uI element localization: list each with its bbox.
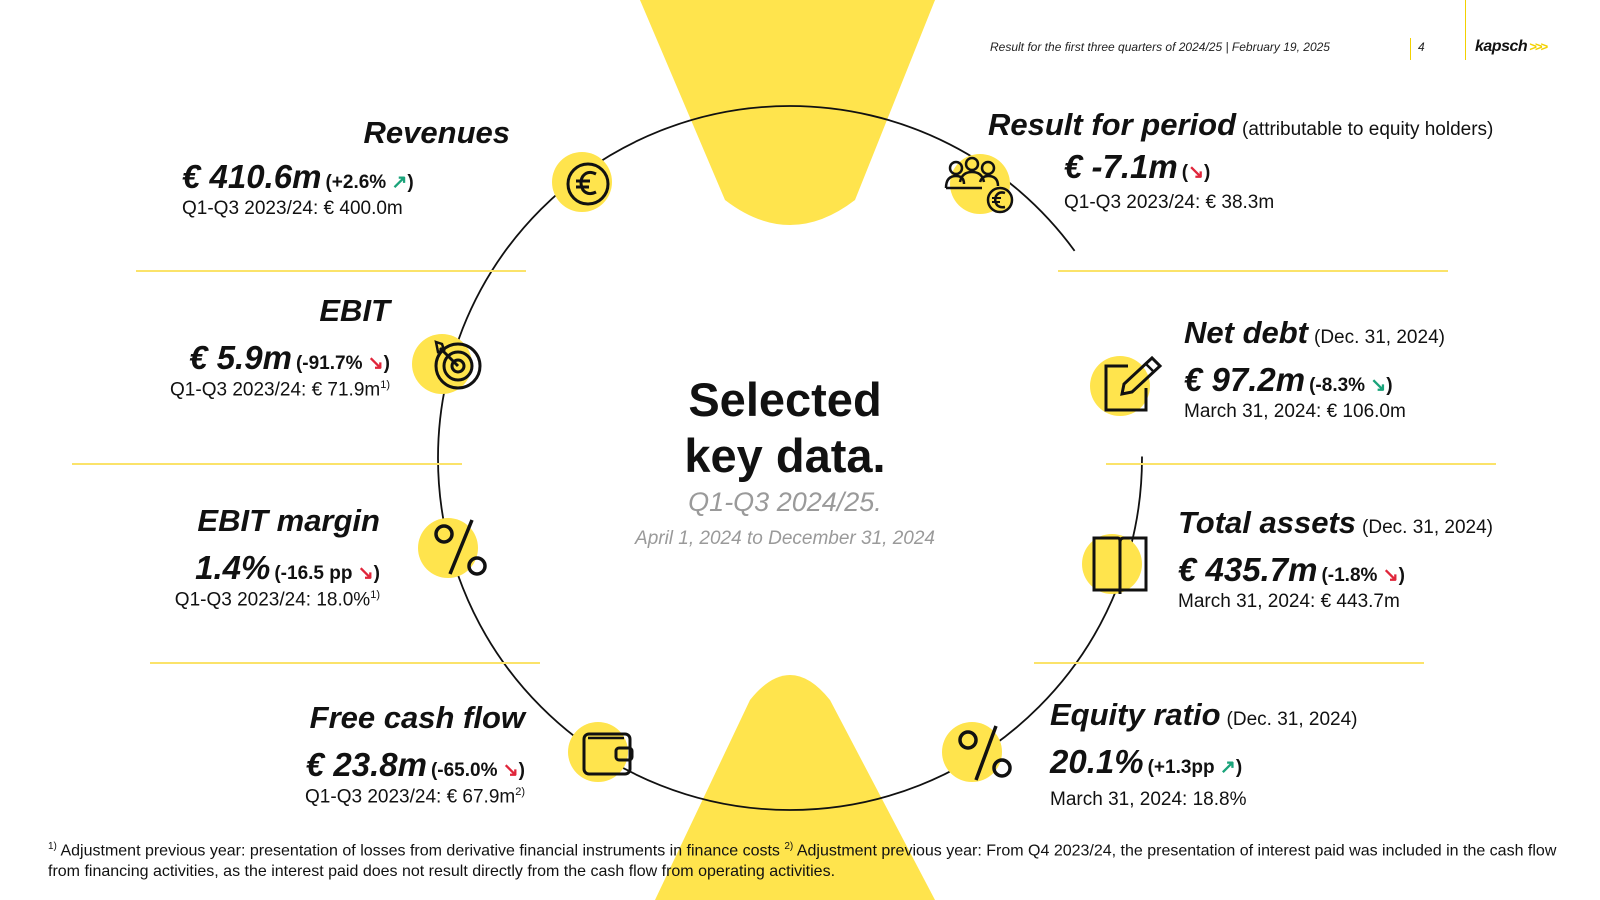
arrow-down-icon: ↘ [367,353,384,374]
kpi-title: Free cash flow [309,700,525,735]
kpi-title-note: (Dec. 31, 2024) [1226,709,1358,730]
percent-icon [418,518,487,578]
arrow-down-icon: ↘ [1370,375,1387,396]
kpi-ebit: EBIT € 5.9m (-91.7% ↘) Q1-Q3 2023/24: € 7… [100,293,390,401]
edit-icon [1090,355,1163,416]
footnote-ref: 1) [48,841,57,852]
kpi-title: EBIT [319,293,390,328]
kpi-equity-ratio: Equity ratio (Dec. 31, 2024) 20.1% (+1.3pp… [1050,697,1358,810]
header-divider [1410,38,1411,60]
period-label: Q1-Q3 2024/25. [688,487,882,517]
header-text: Result for the first three quarters of 2… [990,40,1330,54]
kpi-free-cash-flow: Free cash flow € 23.8m (-65.0% ↘) Q1-Q3 2… [200,700,525,808]
logo-divider [1465,0,1466,60]
footnote-ref: 1) [380,379,390,391]
kpi-title-note: (attributable to equity holders) [1242,119,1494,140]
separator-left-2 [72,463,462,465]
arrow-down-icon: ↘ [1188,162,1204,183]
arrow-down-icon: ↘ [357,563,374,584]
kpi-value: € -7.1m [1064,148,1178,185]
kpi-title-note: (Dec. 31, 2024) [1314,327,1445,348]
kpi-title: Equity ratio [1050,697,1221,732]
kpi-comparison: Q1-Q3 2023/24: € 71.9m [170,379,381,401]
logo-arrows: >>> [1529,39,1548,54]
kpi-title: Revenues [363,115,510,150]
separator-left-1 [136,270,526,272]
footnote-ref: 2) [784,841,794,852]
kpi-comparison: March 31, 2024: € 443.7m [1178,591,1400,612]
kpi-value: € 435.7m [1178,551,1318,588]
arrow-up-icon: ↗ [391,172,408,193]
kpi-result-period: € -7.1m (↘) Q1-Q3 2023/24: € 38.3m [1064,148,1275,213]
arrow-up-icon: ↗ [1219,757,1236,778]
kpi-net-debt: Net debt (Dec. 31, 2024) € 97.2m (-8.3% ↘)… [1184,315,1445,422]
euro-coin-icon [552,152,612,212]
kpi-result-period-title: Result for period (attributable to equity… [988,107,1493,143]
arrow-down-icon: ↘ [1382,565,1399,586]
kpi-revenues: Revenues [160,115,510,151]
key-data-circle [437,105,1143,811]
kpi-comparison: Q1-Q3 2023/24: € 38.3m [1064,192,1275,213]
separator-right-1 [1058,270,1448,272]
kpi-value: € 410.6m [182,158,322,195]
yellow-v-shape-bottom [655,675,935,900]
separator-right-3 [1034,662,1424,664]
slide-title: Selected key data. [684,373,886,482]
kpi-ebit-margin: EBIT margin 1.4% (-16.5 pp ↘) Q1-Q3 2023/… [90,503,380,611]
kpi-value: 20.1% [1050,743,1144,780]
people-euro-icon [944,154,1014,214]
separator-left-3 [150,662,540,664]
kpi-title: EBIT margin [197,503,380,538]
yellow-v-fill [640,0,935,225]
kpi-title-note: (Dec. 31, 2024) [1362,517,1494,538]
kapsch-logo: kapsch >>> [1475,38,1548,55]
page-number: 4 [1418,40,1425,54]
kpi-revenues-values: € 410.6m (+2.6% ↗) Q1-Q3 2023/24: € 400.0… [182,158,414,219]
footnotes: 1) Adjustment previous year: presentatio… [48,836,1558,882]
kpi-comparison: Q1-Q3 2023/24: € 67.9m [305,786,516,808]
footnote-ref: 1) [370,589,380,601]
kpi-title: Total assets [1178,505,1357,540]
kpi-value: € 97.2m [1184,361,1306,398]
book-icon [1082,534,1148,594]
arrow-down-icon: ↘ [502,760,519,781]
kpi-value: € 23.8m [305,746,427,783]
percent-icon [942,722,1012,782]
kpi-comparison: March 31, 2024: € 106.0m [1184,401,1406,422]
separator-right-2 [1106,463,1496,465]
kpi-comparison: Q1-Q3 2023/24: € 400.0m [182,198,403,219]
kpi-value: 1.4% [195,549,271,586]
wallet-icon [568,722,634,782]
target-icon [412,334,482,394]
kpi-comparison: Q1-Q3 2023/24: 18.0% [174,589,371,611]
footnote-ref: 2) [515,786,525,798]
footnote-text-1: Adjustment previous year: presentation o… [56,842,785,860]
footnote-text-2: Adjustment previous year: From Q4 2023/2… [48,842,1557,881]
kpi-title: Result for period [988,107,1237,142]
period-dates: April 1, 2024 to December 31, 2024 [635,528,935,549]
kpi-title: Net debt [1184,315,1308,350]
kpi-comparison: March 31, 2024: 18.8% [1050,789,1247,810]
kpi-total-assets: Total assets (Dec. 31, 2024) € 435.7m (-1.… [1178,505,1494,612]
kpi-value: € 5.9m [189,339,292,376]
